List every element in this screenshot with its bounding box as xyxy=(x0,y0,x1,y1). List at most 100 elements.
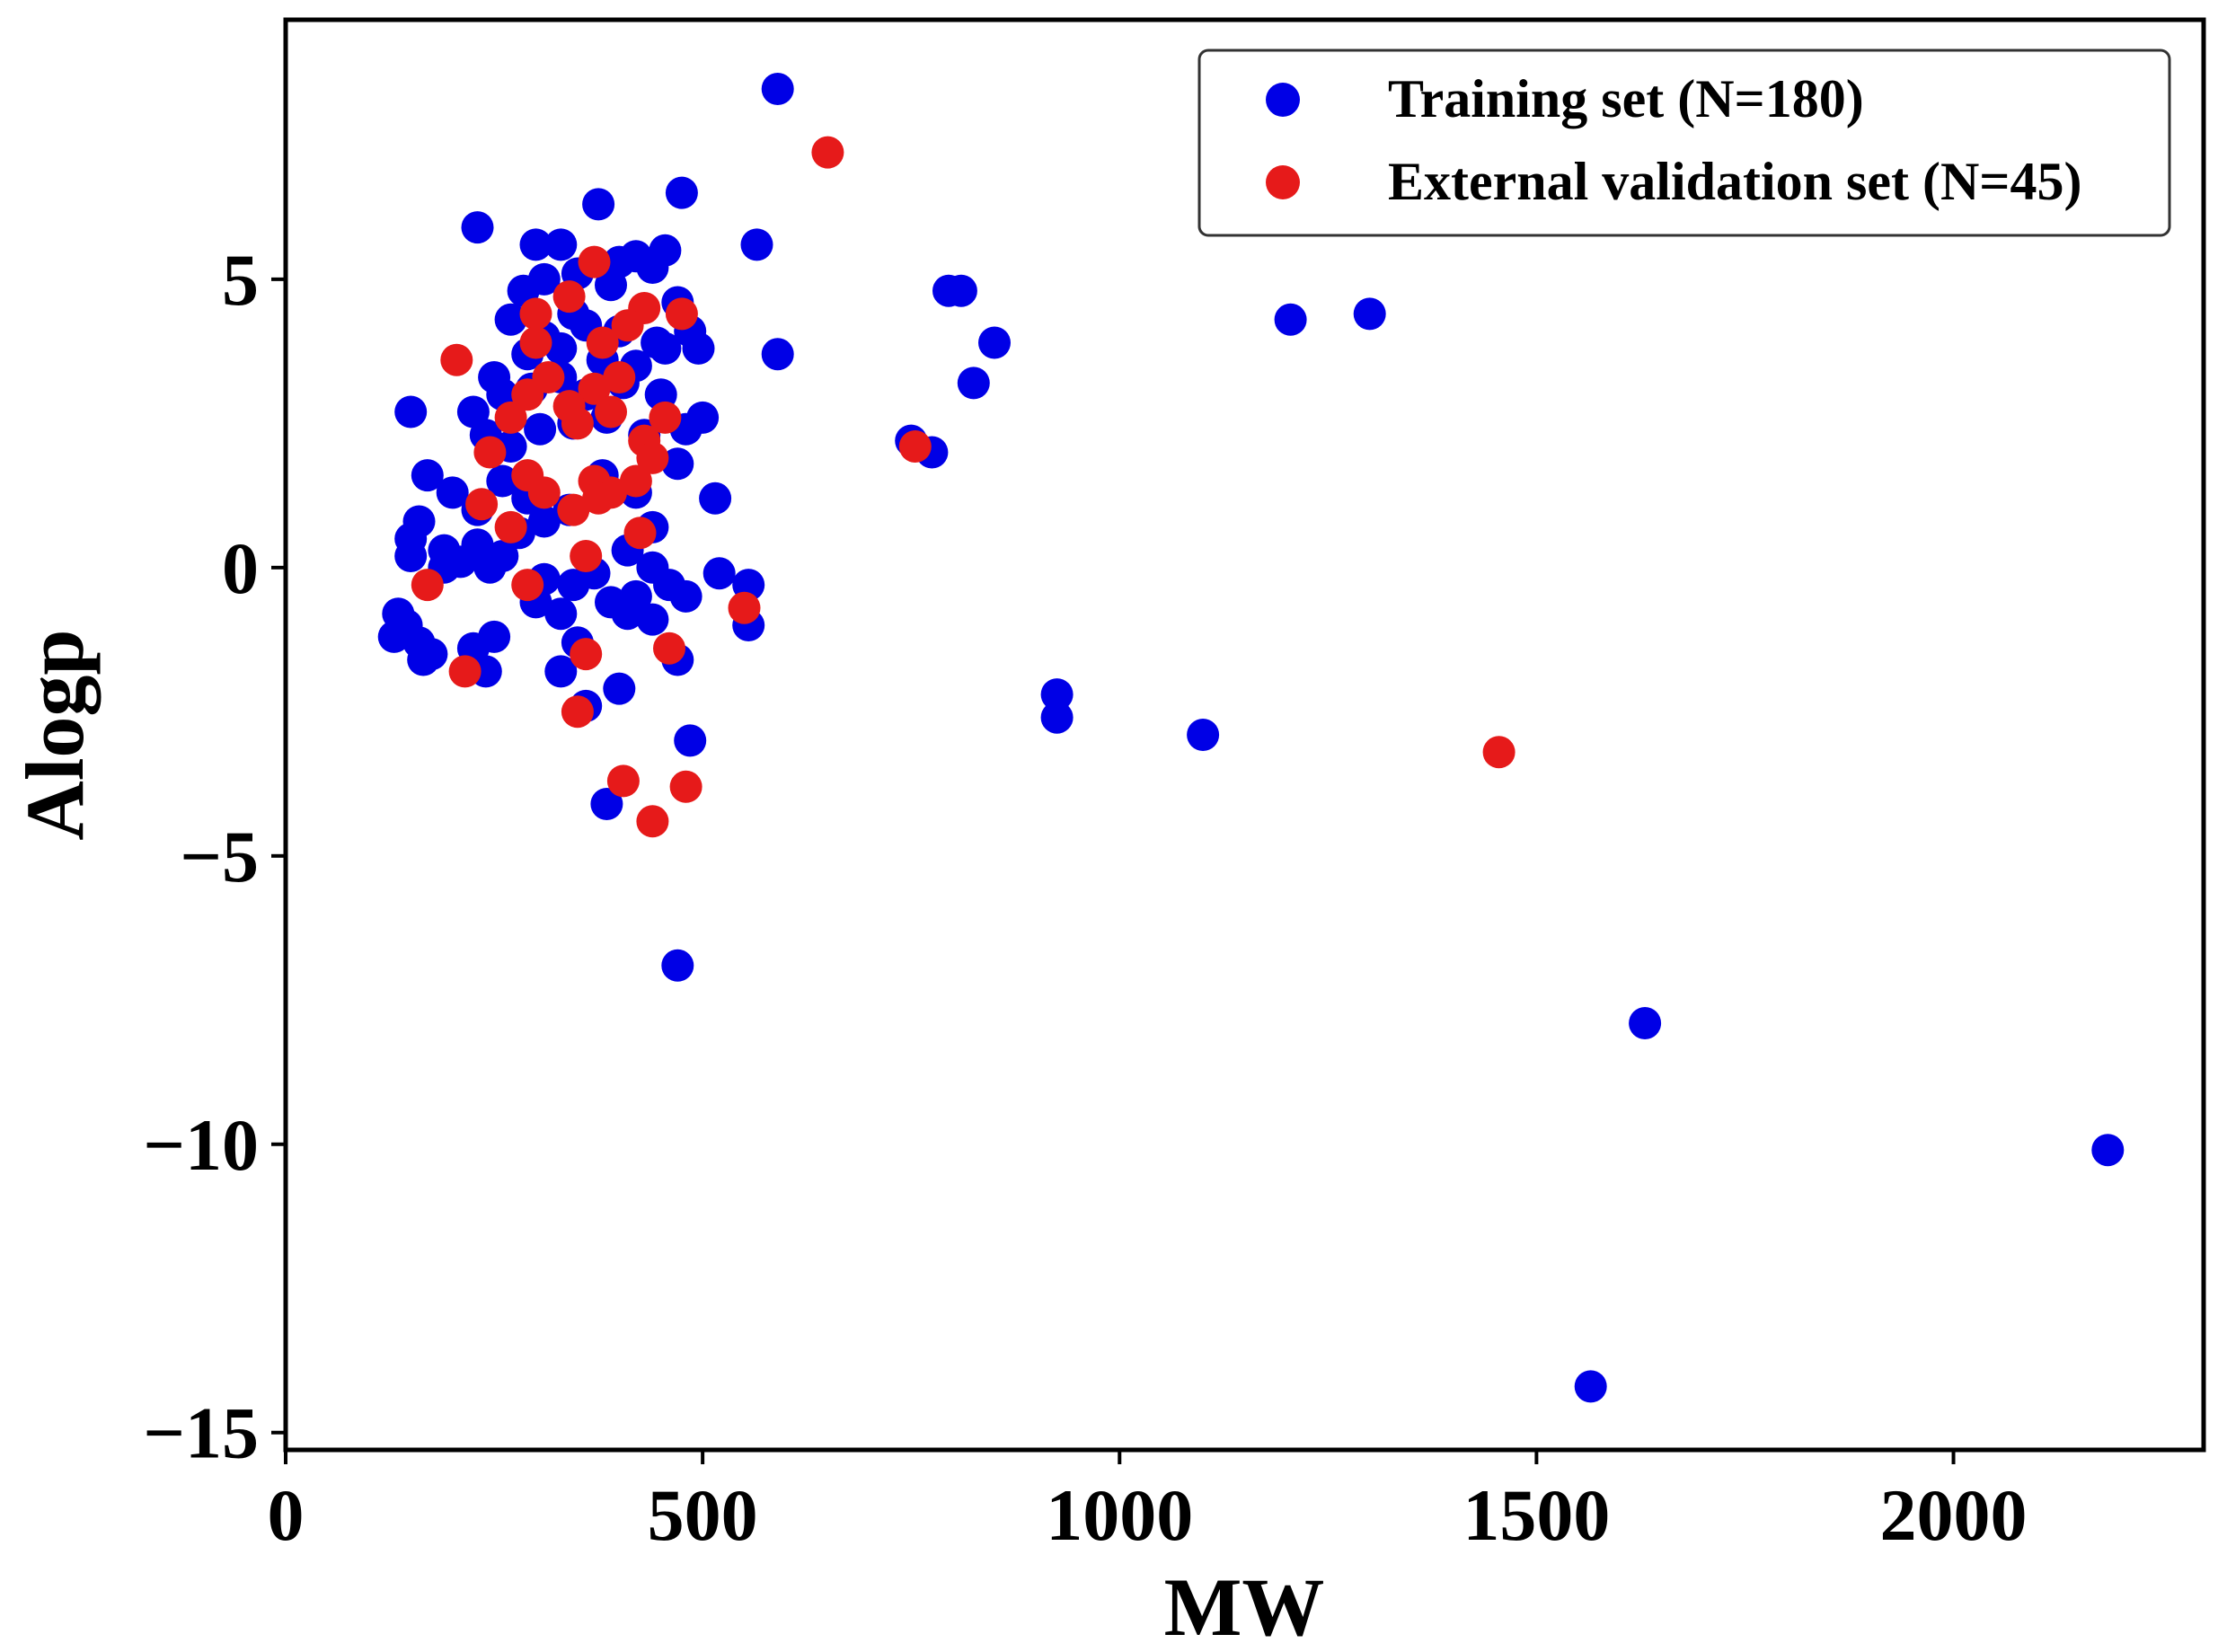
training-point xyxy=(595,269,627,302)
training-point xyxy=(590,788,623,820)
training-point xyxy=(2091,1134,2125,1167)
training-point xyxy=(494,303,527,336)
y-tick-label: 0 xyxy=(222,527,259,609)
training-point xyxy=(1040,678,1074,711)
training-point xyxy=(669,579,703,613)
validation-point xyxy=(511,378,544,411)
training-point xyxy=(1353,297,1386,331)
training-point xyxy=(544,655,578,688)
validation-point xyxy=(582,481,615,515)
validation-point xyxy=(440,343,473,376)
legend: Training set (N=180) External validation… xyxy=(1197,49,2171,237)
training-point xyxy=(1274,303,1307,336)
training-point xyxy=(740,228,773,261)
training-point xyxy=(636,252,669,284)
validation-point xyxy=(728,591,761,624)
y-tick-label: −15 xyxy=(143,1392,259,1474)
training-point xyxy=(1629,1007,1662,1039)
y-axis-label: Alogp xyxy=(9,629,101,840)
validation-point xyxy=(570,638,603,671)
training-point xyxy=(761,338,794,371)
training-point xyxy=(682,331,715,365)
training-point xyxy=(527,505,561,538)
validation-point xyxy=(623,517,657,550)
y-tick-label: 5 xyxy=(222,239,259,321)
validation-point xyxy=(557,493,590,526)
validation-point xyxy=(669,770,703,803)
x-tick-label: 0 xyxy=(268,1474,305,1556)
training-point xyxy=(661,949,694,982)
training-point xyxy=(394,540,428,572)
legend-label-training: Training set (N=180) xyxy=(1388,69,1864,128)
training-point xyxy=(978,326,1011,359)
training-point xyxy=(1187,719,1220,751)
validation-point xyxy=(606,764,640,798)
validation-point xyxy=(527,476,561,509)
validation-point xyxy=(519,297,552,331)
legend-label-validation: External validation set (N=45) xyxy=(1388,152,2081,211)
training-point xyxy=(944,274,977,307)
validation-point xyxy=(611,309,644,342)
training-point xyxy=(661,447,694,481)
training-point xyxy=(411,459,444,492)
validation-point xyxy=(595,395,627,428)
y-tick-label: −10 xyxy=(143,1104,259,1186)
training-point xyxy=(636,603,669,636)
legend-marker-validation xyxy=(1266,165,1300,199)
training-point xyxy=(519,228,552,261)
y-tick-label: −5 xyxy=(180,816,259,897)
validation-point xyxy=(1482,736,1515,769)
training-point xyxy=(582,188,615,221)
validation-point xyxy=(570,540,603,572)
training-point xyxy=(619,579,652,613)
training-point xyxy=(649,331,682,365)
x-tick-label: 500 xyxy=(648,1474,758,1556)
validation-point xyxy=(473,436,507,469)
training-point xyxy=(603,672,636,705)
validation-point xyxy=(511,569,544,602)
training-point xyxy=(486,464,519,498)
validation-point xyxy=(578,245,611,278)
validation-point xyxy=(636,441,669,474)
validation-point xyxy=(494,510,527,543)
training-point xyxy=(402,505,436,538)
training-point xyxy=(1574,1370,1607,1403)
data-points xyxy=(377,73,2125,1403)
training-point xyxy=(524,412,557,446)
x-tick-label: 1500 xyxy=(1462,1474,1610,1556)
training-point xyxy=(461,211,494,244)
validation-point xyxy=(665,297,698,331)
training-point xyxy=(394,395,428,428)
training-point xyxy=(377,620,411,653)
legend-marker-training xyxy=(1266,83,1300,117)
validation-point xyxy=(448,655,482,688)
validation-point xyxy=(649,401,682,434)
training-point xyxy=(486,540,519,572)
validation-point xyxy=(552,280,586,314)
training-point xyxy=(407,643,440,676)
y-axis-ticks: 5 0 −5 −10 −15 xyxy=(143,239,286,1474)
plot-area-frame xyxy=(283,17,2206,1453)
validation-point xyxy=(811,136,844,169)
training-point xyxy=(674,724,707,757)
validation-point xyxy=(898,430,932,463)
training-point xyxy=(436,476,469,509)
validation-point xyxy=(561,695,594,729)
training-point xyxy=(699,481,732,515)
legend-box xyxy=(1197,49,2171,237)
training-point xyxy=(1040,701,1074,734)
validation-point xyxy=(603,361,636,393)
training-point xyxy=(957,367,990,400)
training-point xyxy=(544,331,578,365)
validation-point xyxy=(636,805,669,838)
training-point xyxy=(761,73,794,105)
validation-point xyxy=(519,326,552,359)
validation-point xyxy=(411,569,444,602)
validation-point xyxy=(552,390,586,423)
training-point xyxy=(478,620,511,653)
validation-point xyxy=(578,372,611,405)
x-axis-ticks: 0 500 1000 1500 2000 xyxy=(268,1450,2028,1556)
training-point xyxy=(544,597,578,631)
training-point xyxy=(665,176,698,209)
